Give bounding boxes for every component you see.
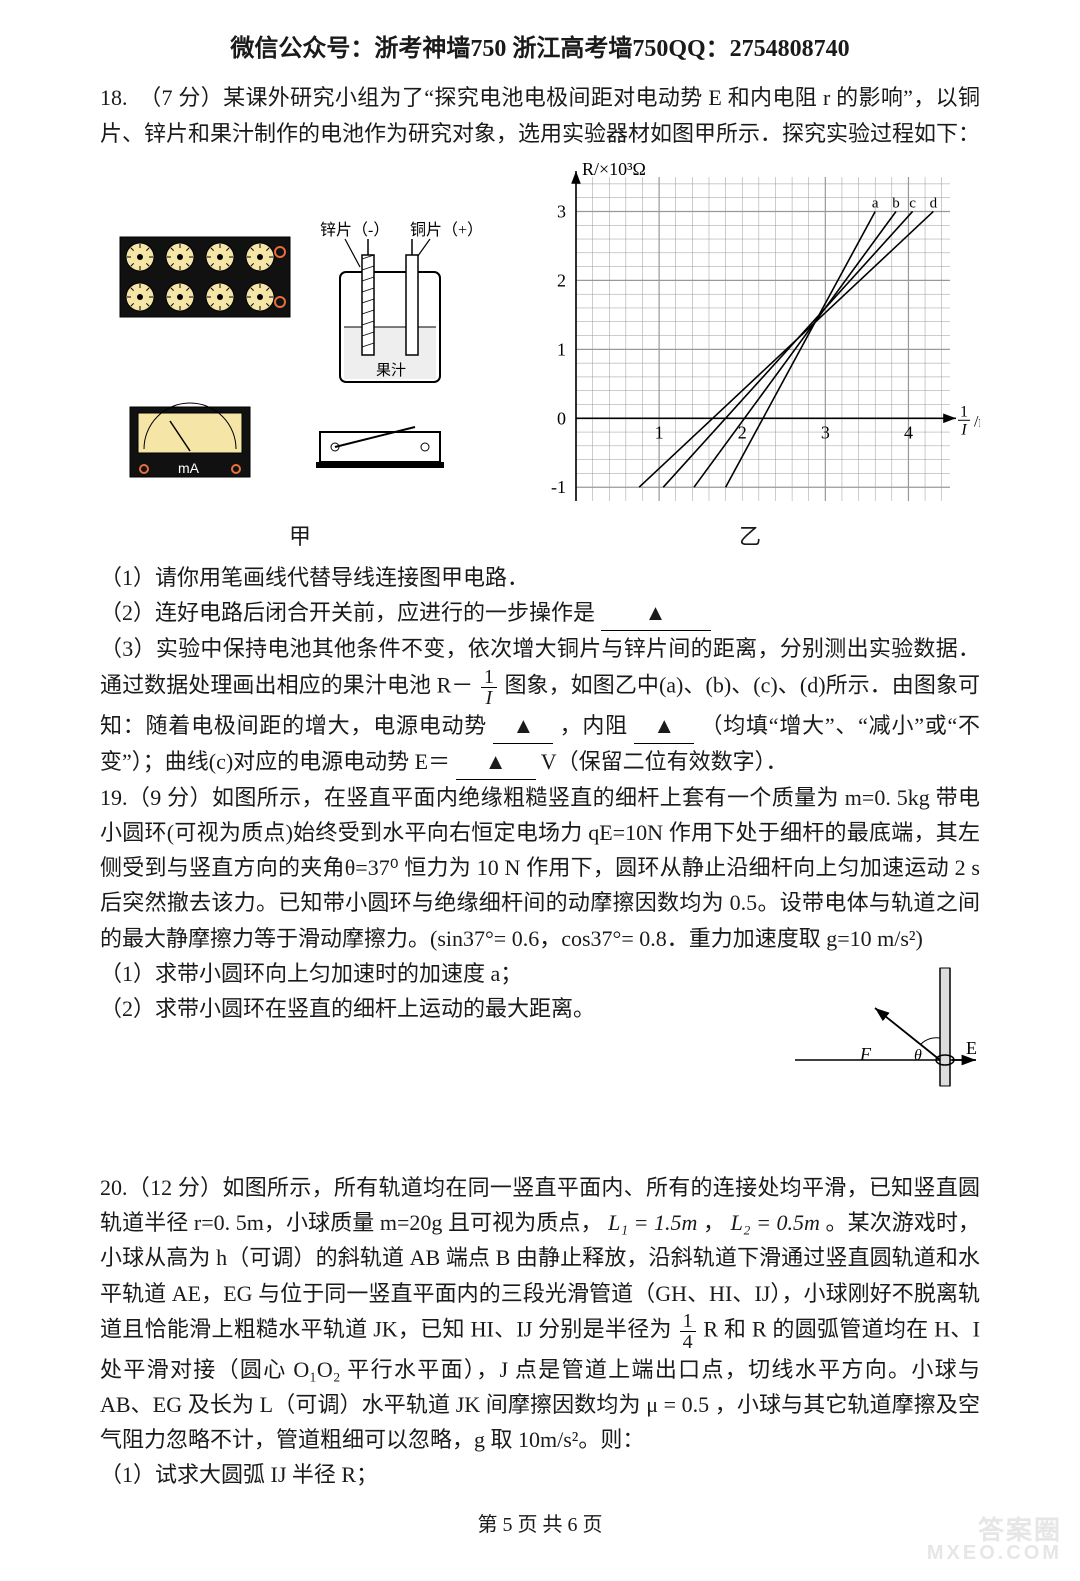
- q20-L2: L₂ = 0.5m: [731, 1210, 820, 1235]
- triangle-icon: ▲: [512, 713, 534, 738]
- q18-sub3e: V（保留二位有效数字）．: [541, 749, 788, 774]
- q18-head: 18. （7 分）某课外研究小组为了“探究电池电极间距对电动势 E 和内电阻 r…: [100, 80, 980, 150]
- svg-text:/mA⁻¹: /mA⁻¹: [974, 413, 980, 430]
- q18-sub3c: ，内阻: [560, 713, 628, 738]
- q18-sub1: （1）请你用笔画线代替导线连接图甲电路．: [100, 560, 980, 595]
- q18-fig2-caption: 乙: [739, 519, 761, 554]
- q19-head: 19.（9 分）如图所示，在竖直平面内绝缘粗糙竖直的细杆上套有一个质量为 m=0…: [100, 780, 980, 956]
- watermark-line2: MXEO.COM: [927, 1543, 1062, 1563]
- q18-fig1-svg: 锌片（-） 铜片（+） 果汁 mA: [110, 177, 490, 517]
- fraction-1-over-4: 1 4: [680, 1311, 696, 1352]
- q18-fig-right: 1234-10123R/×10³Ω1I/mA⁻¹abcd 乙: [520, 157, 980, 554]
- svg-text:3: 3: [557, 201, 566, 221]
- triangle-icon: ▲: [485, 749, 507, 774]
- svg-text:0: 0: [557, 408, 566, 428]
- svg-text:4: 4: [904, 422, 913, 442]
- svg-text:c: c: [909, 195, 916, 211]
- q18-blank1: ▲: [493, 708, 553, 744]
- page-header: 微信公众号：浙考神墙750 浙江高考墙750QQ：2754808740: [100, 30, 980, 68]
- svg-text:果汁: 果汁: [376, 362, 406, 379]
- frac-den: 4: [680, 1332, 696, 1352]
- svg-text:a: a: [872, 195, 879, 211]
- q20-comma: ，: [703, 1210, 725, 1235]
- svg-text:1: 1: [557, 339, 566, 359]
- q18-fig1-caption: 甲: [289, 519, 311, 554]
- svg-text:I: I: [960, 421, 967, 438]
- spacer: [100, 1128, 980, 1170]
- q20-sub1: （1）试求大圆弧 IJ 半径 R；: [100, 1457, 980, 1492]
- q18-sub2-pre: （2）连好电路后闭合开关前，应进行的一步操作是: [100, 600, 595, 625]
- q18-fig-left: 锌片（-） 铜片（+） 果汁 mA 甲: [100, 177, 500, 554]
- svg-text:F: F: [859, 1044, 872, 1064]
- q18-figures: 锌片（-）铜片（+）果汁mA 甲 1234-10123R/×10³Ω1I/mA⁻…: [100, 157, 980, 554]
- q18-blank3: ▲: [456, 744, 536, 780]
- q18-sub3: （3）实验中保持电池其他条件不变，依次增大铜片与锌片间的距离，分别测出实验数据．…: [100, 631, 980, 780]
- svg-text:铜片（+）: 铜片（+）: [410, 221, 483, 239]
- q18-blank2: ▲: [634, 708, 694, 744]
- q18-sub2-blank: ▲: [601, 595, 711, 631]
- frac-num: 1: [481, 667, 497, 688]
- q20-L1: L₁ = 1.5m: [608, 1210, 697, 1235]
- fraction-1-over-I: 1 I: [481, 667, 497, 708]
- triangle-icon: ▲: [653, 713, 675, 738]
- q20-head: 20.（12 分）如图所示，所有轨道均在同一竖直平面内、所有的连接处均平滑，已知…: [100, 1170, 980, 1457]
- svg-text:mA: mA: [178, 460, 200, 476]
- svg-text:θ: θ: [914, 1047, 922, 1064]
- svg-text:2: 2: [557, 270, 566, 290]
- q18-fig2-svg: 1234-10123R/×10³Ω1I/mA⁻¹abcd: [520, 157, 980, 517]
- svg-text:R/×10³Ω: R/×10³Ω: [582, 159, 646, 179]
- svg-text:-1: -1: [551, 477, 566, 497]
- svg-text:E: E: [966, 1038, 977, 1058]
- svg-text:锌片（-）: 锌片（-）: [320, 221, 389, 239]
- frac-den: I: [481, 688, 497, 708]
- svg-text:b: b: [892, 195, 900, 211]
- q19-figure: Fθ E: [790, 960, 980, 1120]
- q19-fig-svg: Fθ E: [790, 960, 980, 1110]
- triangle-icon: ▲: [645, 600, 667, 625]
- svg-text:1: 1: [960, 403, 968, 420]
- svg-text:3: 3: [821, 422, 830, 442]
- svg-text:d: d: [930, 195, 938, 211]
- frac-num: 1: [680, 1311, 696, 1332]
- q18-sub2: （2）连好电路后闭合开关前，应进行的一步操作是 ▲: [100, 595, 980, 631]
- page-number: 第 5 页 共 6 页: [100, 1509, 980, 1541]
- svg-text:1: 1: [655, 422, 664, 442]
